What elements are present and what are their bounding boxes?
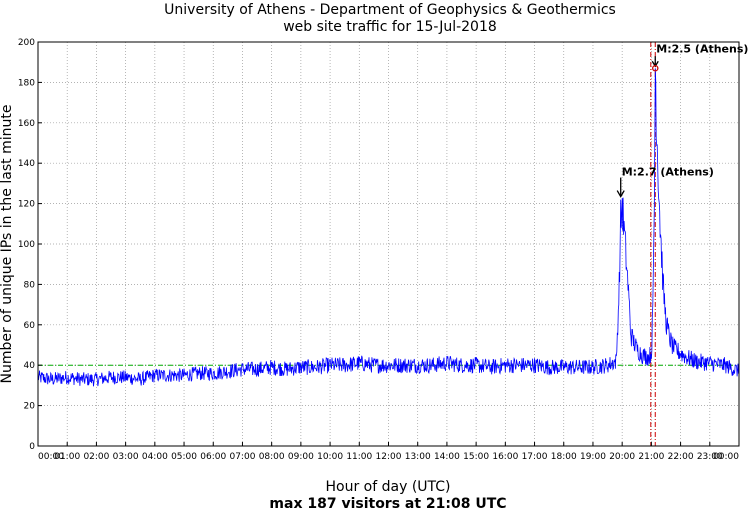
y-tick-label: 80 <box>24 280 36 290</box>
x-tick-label: 17:00 <box>522 452 548 462</box>
series-layer <box>37 68 740 387</box>
y-tick-label: 160 <box>18 119 35 129</box>
x-tick-label: 21:00 <box>638 452 664 462</box>
annotation-label: M:2.7 (Athens) <box>622 166 714 179</box>
x-tick-label: 14:00 <box>434 452 460 462</box>
x-axis-label: Hour of day (UTC) <box>326 479 451 495</box>
y-tick-label: 40 <box>24 361 36 371</box>
x-tick-label: 07:00 <box>229 452 255 462</box>
x-tick-label: 16:00 <box>492 452 518 462</box>
y-tick-label: 200 <box>18 38 35 48</box>
x-tick-label: 23:00 <box>697 452 723 462</box>
x-tick-label: 19:00 <box>580 452 606 462</box>
y-tick-label: 60 <box>24 321 36 331</box>
x-tick-label: 12:00 <box>376 452 402 462</box>
x-tick-label: 20:00 <box>609 452 635 462</box>
x-tick-label: 04:00 <box>142 452 168 462</box>
x-tick-label: 22:00 <box>668 452 694 462</box>
y-tick-label: 0 <box>29 442 35 452</box>
chart-subtitle: web site traffic for 15-Jul-2018 <box>283 19 497 35</box>
chart-title: University of Athens - Department of Geo… <box>164 2 616 18</box>
x-tick-label: 13:00 <box>405 452 431 462</box>
y-tick-label: 100 <box>18 240 35 250</box>
x-tick-label: 03:00 <box>113 452 139 462</box>
y-axis-label: Number of unique IPs in the last minute <box>0 105 15 384</box>
x-tick-label: 10:00 <box>317 452 343 462</box>
y-tick-label: 140 <box>18 159 35 169</box>
grid <box>38 42 739 446</box>
x-tick-label: 02:00 <box>83 452 109 462</box>
max-point-marker <box>652 65 659 72</box>
x-tick-label: 08:00 <box>259 452 285 462</box>
annotation-arrow-head <box>616 190 625 198</box>
y-tick-label: 180 <box>18 78 35 88</box>
x-tick-label: 05:00 <box>171 452 197 462</box>
y-tick-label: 20 <box>24 402 36 412</box>
x-tick-label: 00:00 <box>38 452 64 462</box>
annotation-label: M:2.5 (Athens) <box>656 42 748 55</box>
x-tick-label: 01:00 <box>54 452 80 462</box>
series-line <box>37 68 740 387</box>
x-tick-label: 09:00 <box>288 452 314 462</box>
y-tick-label: 120 <box>18 200 35 210</box>
x-tick-label: 18:00 <box>551 452 577 462</box>
x-tick-label: 11:00 <box>346 452 372 462</box>
x-tick-label: 15:00 <box>463 452 489 462</box>
x-tick-label: 06:00 <box>200 452 226 462</box>
annotations: M:2.7 (Athens) M:2.5 (Athens) <box>616 42 748 198</box>
chart-footer: max 187 visitors at 21:08 UTC <box>269 496 506 511</box>
x-tick-label: 00:00 <box>713 452 739 462</box>
